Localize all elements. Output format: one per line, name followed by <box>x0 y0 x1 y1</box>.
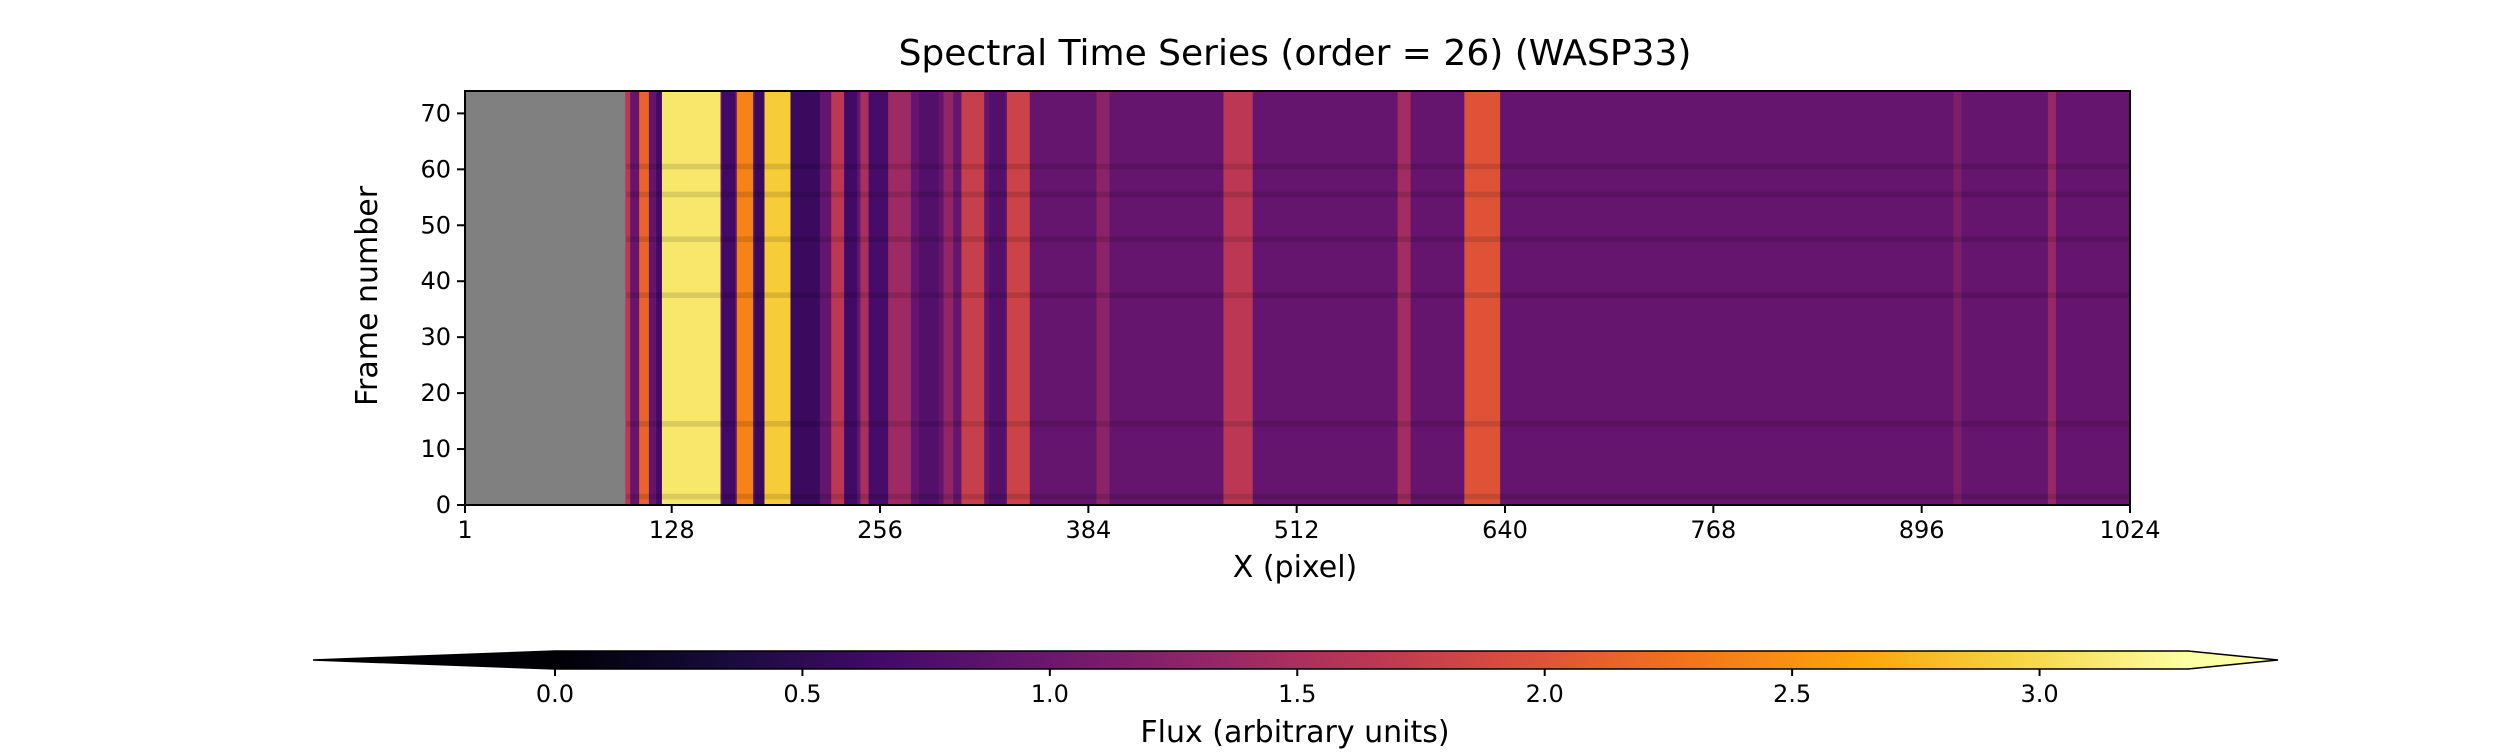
colorbar-extend-low <box>313 651 555 669</box>
dark-frame-row-2 <box>626 292 2130 298</box>
y-tick-label: 70 <box>420 99 451 127</box>
x-tick-label: 256 <box>857 516 903 544</box>
dark-frame-row-5 <box>626 163 2130 170</box>
spectral-band-20 <box>1223 91 1253 505</box>
y-tick-label: 30 <box>420 323 451 351</box>
colorbar-tick-label: 1.0 <box>1031 680 1069 708</box>
y-tick-label: 10 <box>420 435 451 463</box>
spectral-band-6 <box>754 91 765 505</box>
colorbar-extend-high <box>2188 651 2278 669</box>
spectral-band-13 <box>888 91 911 505</box>
spectral-band-12 <box>868 91 889 505</box>
spectral-band-22 <box>1464 91 1501 505</box>
x-tick-label: 384 <box>1065 516 1111 544</box>
x-tick-label: 768 <box>1690 516 1736 544</box>
dark-frame-row-3 <box>626 236 2130 243</box>
x-axis-label: X (pixel) <box>1233 550 1358 585</box>
spectral-band-11 <box>860 91 871 505</box>
spectral-band-23 <box>1953 91 1962 505</box>
masked-region <box>465 91 627 505</box>
spectral-band-15 <box>943 91 954 505</box>
y-tick-label: 20 <box>420 379 451 407</box>
colorbar: 0.0 0.5 1.0 1.5 2.0 2.5 3.0 <box>312 650 2279 708</box>
x-tick-label: 512 <box>1274 516 1320 544</box>
dark-frame-row-0 <box>626 493 2130 500</box>
spectral-band-0 <box>625 91 631 505</box>
x-tick-label: 128 <box>649 516 695 544</box>
spectral-band-16 <box>961 91 985 505</box>
y-tick-label: 40 <box>420 267 451 295</box>
colorbar-label: Flux (arbitrary units) <box>1140 715 1449 750</box>
spectral-band-7 <box>764 91 791 505</box>
spectral-band-3 <box>661 91 721 505</box>
spectral-band-18 <box>1006 91 1030 505</box>
x-tick-label: 1 <box>457 516 472 544</box>
spectral-band-21 <box>1397 91 1411 505</box>
spectral-band-9 <box>831 91 845 505</box>
dark-frame-row-4 <box>626 191 2130 198</box>
spectral-band-8 <box>790 91 820 505</box>
y-tick-label: 50 <box>420 211 451 239</box>
spectral-band-2 <box>656 91 665 505</box>
spectral-band-10 <box>844 91 858 505</box>
dark-frame-row-1 <box>626 421 2130 427</box>
axes: 1 128 256 384 512 640 768 896 1024 0 10 20 30 40 50 60 7… <box>420 90 2161 544</box>
colorbar-gradient <box>555 651 2188 669</box>
spectral-band-19 <box>1096 91 1110 505</box>
spectral-band-24 <box>2047 91 2056 505</box>
spectral-band-14 <box>919 91 939 505</box>
chart-title: Spectral Time Series (order = 26) (WASP3… <box>899 33 1692 74</box>
colorbar-tick-label: 2.5 <box>1773 680 1811 708</box>
colorbar-tick-label: 3.0 <box>2020 680 2058 708</box>
x-tick-label: 1024 <box>2099 516 2160 544</box>
heatmap-plot-area <box>465 91 2130 505</box>
colorbar-tick-label: 0.0 <box>536 680 574 708</box>
x-tick-label: 640 <box>1482 516 1528 544</box>
colorbar-tick-label: 1.5 <box>1278 680 1316 708</box>
y-tick-label: 0 <box>436 491 451 519</box>
spectral-band-4 <box>722 91 736 505</box>
spectral-band-5 <box>736 91 754 505</box>
y-tick-label: 60 <box>420 155 451 183</box>
colorbar-tick-label: 0.5 <box>783 680 821 708</box>
spectral-band-17 <box>989 91 1006 505</box>
spectral-band-1 <box>639 91 649 505</box>
x-tick-label: 896 <box>1899 516 1945 544</box>
colorbar-tick-label: 2.0 <box>1526 680 1564 708</box>
y-axis-label: Frame number <box>350 185 385 406</box>
